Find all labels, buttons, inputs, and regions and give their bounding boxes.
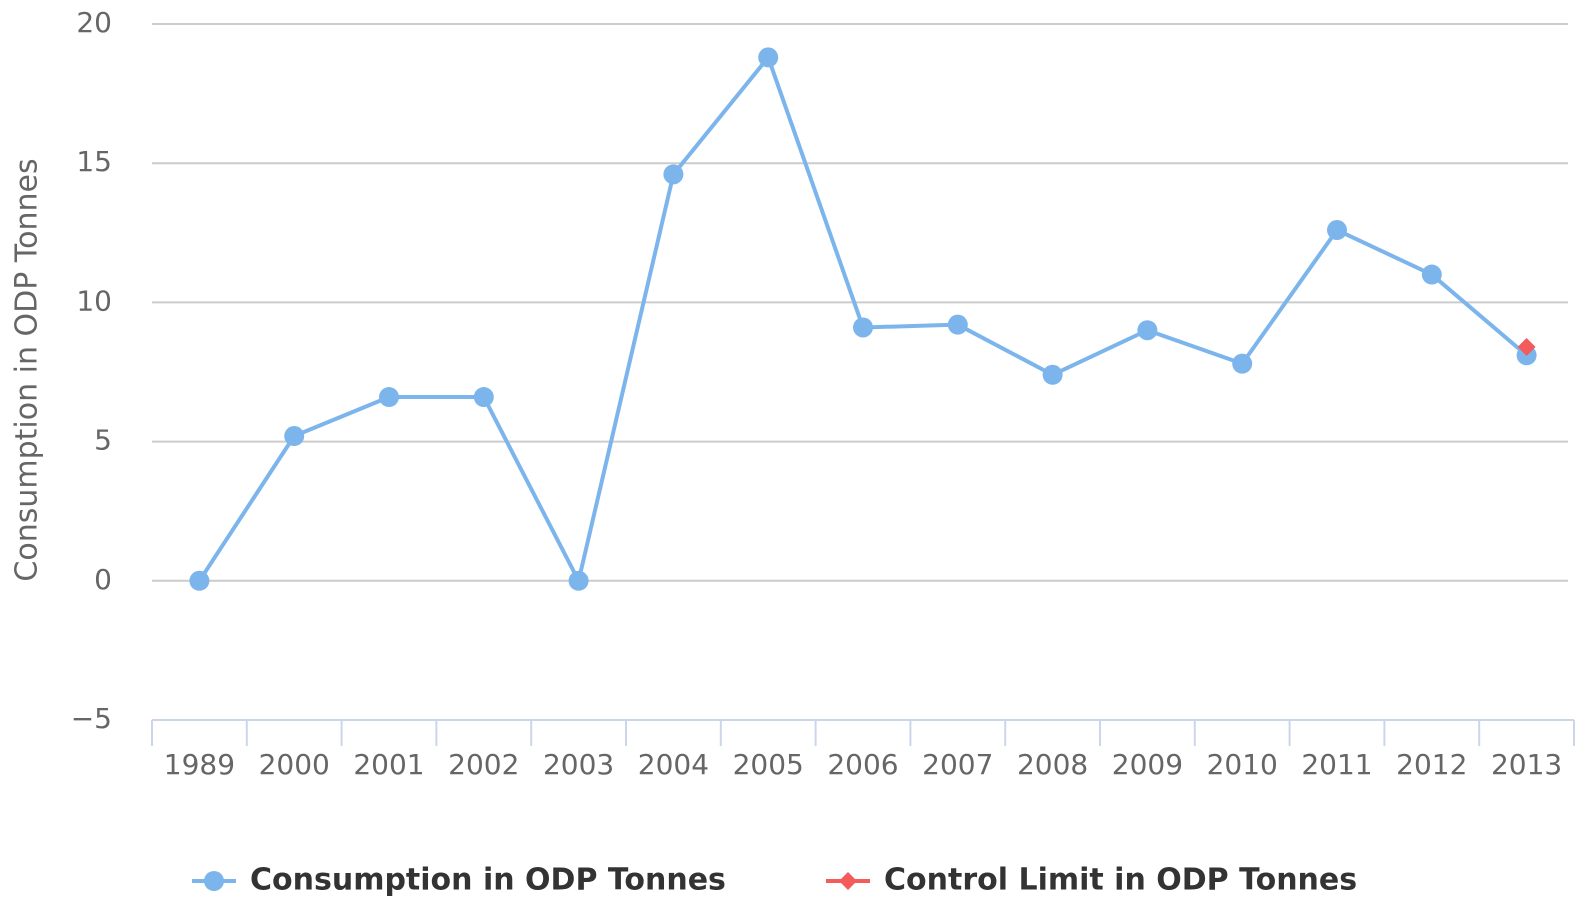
x-tick-label: 2003 (543, 748, 614, 781)
point (1327, 220, 1347, 241)
point (947, 314, 968, 335)
point (1137, 320, 1158, 341)
x-tick-label: 2009 (1112, 748, 1183, 781)
x-tick-label: 2013 (1491, 748, 1562, 781)
legend-label: Consumption in ODP Tonnes (250, 863, 726, 898)
x-tick-label: 2011 (1301, 748, 1372, 781)
x-tick-label: 2008 (1017, 748, 1088, 781)
x-tick-label: 2005 (733, 748, 804, 781)
point (839, 872, 857, 890)
point (1517, 337, 1536, 356)
point (853, 317, 873, 338)
point (1421, 264, 1442, 285)
x-tick-label: 2010 (1207, 748, 1278, 781)
x-tick-label: 2000 (259, 748, 330, 781)
y-tick-label: 20 (76, 6, 112, 39)
point (189, 570, 210, 591)
y-tick-label: 5 (94, 424, 112, 457)
y-tick-label: 10 (76, 284, 112, 317)
point (204, 871, 224, 891)
point (284, 426, 305, 447)
x-tick-label: 2002 (448, 748, 519, 781)
y-axis-title: Consumption in ODP Tonnes (10, 158, 45, 581)
x-tick-label: 2001 (353, 748, 424, 781)
point (758, 47, 779, 68)
y-tick-label: 15 (76, 145, 112, 178)
point (568, 570, 589, 591)
y-tick-label: 0 (94, 563, 112, 596)
point (473, 387, 494, 408)
x-tick-label: 2004 (638, 748, 709, 781)
y-tick-label: −5 (71, 702, 112, 735)
legend-label: Control Limit in ODP Tonnes (884, 863, 1357, 898)
point (1042, 364, 1063, 385)
point (1232, 353, 1253, 374)
x-tick-label: 2012 (1396, 748, 1467, 781)
point (663, 164, 684, 185)
x-tick-label: 1989 (164, 748, 235, 781)
x-tick-label: 2007 (922, 748, 993, 781)
point (379, 387, 399, 408)
x-tick-label: 2006 (827, 748, 898, 781)
